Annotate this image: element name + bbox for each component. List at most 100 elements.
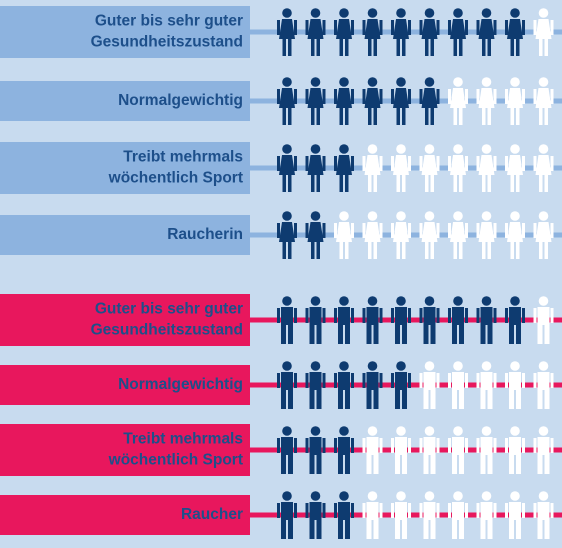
torso xyxy=(281,372,293,390)
torso xyxy=(395,372,407,390)
arm xyxy=(419,373,423,388)
leg xyxy=(396,242,400,259)
arm xyxy=(391,156,394,171)
arm xyxy=(550,308,554,323)
dress xyxy=(450,88,466,108)
leg xyxy=(288,39,292,56)
torso xyxy=(309,307,322,325)
arm xyxy=(476,503,480,518)
arm xyxy=(334,503,337,518)
row-label: Gesundheitszustand xyxy=(91,34,243,51)
head xyxy=(339,491,349,501)
arm xyxy=(408,223,411,238)
arm xyxy=(305,20,309,35)
label-box xyxy=(0,6,250,58)
torso xyxy=(366,437,379,455)
dress xyxy=(450,155,466,175)
head xyxy=(453,211,463,221)
head xyxy=(310,8,321,18)
torso xyxy=(338,437,350,455)
head xyxy=(339,361,349,371)
label-box xyxy=(0,294,250,346)
torso xyxy=(338,372,350,390)
leg xyxy=(402,242,406,259)
dress xyxy=(364,88,381,108)
leg xyxy=(288,242,292,259)
head xyxy=(282,296,292,306)
leg xyxy=(539,108,543,125)
head xyxy=(538,77,549,87)
arm xyxy=(465,308,468,323)
torso xyxy=(366,307,379,325)
torso xyxy=(309,502,322,520)
leg xyxy=(487,325,493,344)
leg xyxy=(339,175,343,192)
leg xyxy=(288,520,293,539)
head xyxy=(396,77,406,87)
arm xyxy=(550,156,554,171)
head xyxy=(453,8,463,18)
arm xyxy=(334,373,337,388)
torso xyxy=(480,437,493,455)
dress xyxy=(421,19,438,39)
leg xyxy=(345,325,350,344)
arm xyxy=(448,503,451,518)
leg xyxy=(480,390,486,409)
head xyxy=(481,426,492,436)
torso xyxy=(309,372,322,390)
filled-icons xyxy=(277,211,326,259)
leg xyxy=(510,39,514,56)
dress xyxy=(535,88,552,108)
head xyxy=(510,296,520,306)
leg xyxy=(480,325,486,344)
arm xyxy=(351,308,354,323)
torso xyxy=(423,502,436,520)
leg xyxy=(516,175,520,192)
torso xyxy=(423,437,436,455)
head xyxy=(538,211,549,221)
arm xyxy=(351,438,354,453)
head xyxy=(282,491,292,501)
arm xyxy=(522,20,525,35)
empty-icons xyxy=(334,211,554,259)
arm xyxy=(305,223,309,238)
arm xyxy=(305,89,309,104)
arm xyxy=(522,373,525,388)
leg xyxy=(338,325,343,344)
row-label: Normalgewichtig xyxy=(118,92,243,109)
leg xyxy=(487,242,491,259)
leg xyxy=(430,175,434,192)
dress xyxy=(478,88,495,108)
arm xyxy=(294,89,297,104)
arm xyxy=(505,20,508,35)
torso xyxy=(509,372,521,390)
leg xyxy=(480,520,486,539)
leg xyxy=(544,390,550,409)
dress xyxy=(507,19,523,39)
head xyxy=(424,491,435,501)
head xyxy=(339,296,349,306)
leg xyxy=(487,520,493,539)
arm xyxy=(408,20,411,35)
row-label: wöchentlich Sport xyxy=(108,170,243,187)
row-label: wöchentlich Sport xyxy=(108,452,243,469)
leg xyxy=(425,39,429,56)
leg xyxy=(373,520,379,539)
arm xyxy=(408,438,411,453)
head xyxy=(453,296,463,306)
arm xyxy=(533,503,537,518)
head xyxy=(339,77,349,87)
arm xyxy=(322,503,326,518)
arm xyxy=(448,89,451,104)
dress xyxy=(478,222,495,242)
arm xyxy=(476,308,480,323)
head xyxy=(310,77,321,87)
empty-icons xyxy=(362,426,554,474)
arm xyxy=(448,156,451,171)
leg xyxy=(316,325,322,344)
leg xyxy=(459,175,463,192)
arm xyxy=(533,438,537,453)
head xyxy=(396,426,406,436)
empty-icons xyxy=(533,8,554,56)
leg xyxy=(516,455,521,474)
